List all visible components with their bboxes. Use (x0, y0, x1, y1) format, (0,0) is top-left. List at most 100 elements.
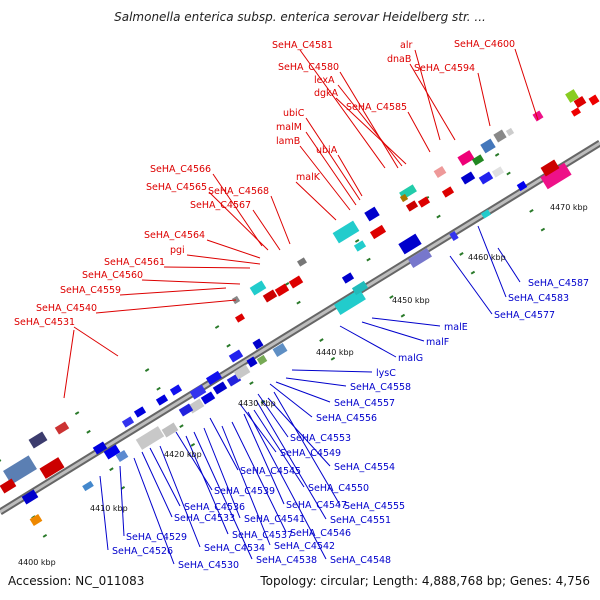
leader-line-reverse (477, 225, 507, 298)
gene-label-forward: SeHA_C4561 (104, 257, 165, 268)
leader-line-forward (63, 329, 75, 399)
gene-10 (115, 449, 129, 463)
gene-0 (3, 455, 37, 485)
gene-40 (369, 224, 387, 240)
gene-label-reverse: SeHA_C4555 (344, 501, 405, 512)
gene-23 (205, 370, 223, 386)
leader-line-reverse (149, 447, 181, 507)
tick-6-1-2 (470, 270, 476, 275)
gene-label-reverse: SeHA_C4541 (244, 514, 305, 525)
gene-label-forward: SeHA_C4566 (150, 164, 211, 175)
gene-31 (262, 289, 278, 303)
gene-18 (233, 364, 251, 380)
leader-line-forward (305, 131, 357, 206)
gene-41 (334, 289, 366, 315)
tick-0--1-2 (0, 459, 2, 463)
gene-3 (54, 421, 70, 435)
gene-65 (532, 110, 544, 122)
leader-line-reverse (141, 451, 173, 518)
gene-label-forward: SeHA_C4560 (82, 270, 143, 281)
leader-line-reverse (269, 383, 313, 418)
leader-line-forward (299, 49, 386, 169)
kbp-label: 4460 kbp (468, 253, 506, 262)
tick-3--1-2 (214, 325, 220, 329)
kbp-label: 4420 kbp (164, 450, 202, 459)
gene-label-forward: SeHA_C4585 (346, 102, 407, 113)
gene-label-forward: SeHA_C4567 (190, 200, 251, 211)
leader-line-reverse (239, 403, 277, 453)
tick-4--1-2 (284, 282, 290, 286)
gene-label-reverse: SeHA_C4549 (280, 448, 341, 459)
gene-label-forward: SeHA_C4594 (414, 63, 475, 74)
tick-5--1-1 (366, 257, 371, 262)
gene-68 (588, 94, 600, 106)
gene-label-forward: pgi (170, 245, 185, 256)
gene-label-reverse: SeHA_C4546 (290, 528, 351, 539)
tick-1--1-2 (74, 411, 80, 415)
leader-line-reverse (255, 399, 327, 520)
gene-30 (249, 280, 267, 296)
gene-25 (252, 338, 264, 350)
leader-line-forward (335, 97, 407, 165)
gene-61 (491, 166, 505, 178)
gene-label-reverse: SeHA_C4538 (256, 555, 317, 566)
tick-4-1-2 (330, 356, 336, 361)
label-leader-lines (63, 48, 539, 565)
leader-line-reverse (193, 431, 253, 560)
gene-label-forward: dgkA (314, 88, 339, 99)
gene-64 (540, 159, 560, 177)
tick-6-1-1 (459, 252, 464, 256)
gene-label-forward: SeHA_C4531 (14, 317, 75, 328)
leader-line-reverse (247, 411, 327, 560)
gene-14 (178, 403, 194, 417)
leader-line-reverse (361, 321, 425, 342)
gene-50 (441, 186, 455, 198)
gene-12 (161, 422, 179, 438)
gene-42 (351, 280, 369, 296)
leader-line-reverse (175, 431, 213, 491)
gene-label-forward: dnaB (387, 54, 411, 65)
gene-2 (28, 431, 48, 449)
tick-7-1-1 (529, 209, 534, 213)
gene-69 (571, 107, 581, 117)
gene-53 (471, 154, 485, 166)
gene-label-forward: SeHA_C4600 (454, 39, 515, 50)
gene-34 (297, 257, 307, 267)
map-title: Salmonella enterica subsp. enterica sero… (114, 10, 486, 24)
gene-label-reverse: SeHA_C4583 (508, 293, 569, 304)
topology-summary: Topology: circular; Length: 4,888,768 bp… (260, 574, 590, 588)
leader-line-reverse (371, 317, 441, 327)
leader-line-forward (409, 63, 456, 141)
tick-2-1-1 (179, 424, 184, 429)
leader-line-forward (163, 266, 251, 269)
gene-45 (408, 247, 432, 269)
gene-label-reverse: malF (426, 337, 449, 348)
kbp-label: 4450 kbp (392, 296, 430, 305)
accession-text: Accession: NC_011083 (8, 574, 145, 588)
leader-line-forward (95, 299, 237, 314)
leader-line-reverse (185, 435, 229, 535)
gene-label-reverse: SeHA_C4530 (178, 560, 239, 571)
gene-label-forward: ubiC (283, 108, 305, 119)
gene-4 (92, 441, 108, 455)
leader-line-reverse (133, 457, 175, 565)
leader-line-forward (270, 195, 291, 245)
leader-line-forward (299, 145, 351, 211)
gene-63 (540, 162, 572, 190)
gene-label-reverse: SeHA_C4536 (184, 502, 245, 513)
leader-line-reverse (221, 425, 271, 546)
tick-3--1-1 (226, 343, 231, 348)
gene-label-reverse: SeHA_C4526 (112, 546, 173, 557)
tick-1--1-1 (86, 429, 91, 434)
gene-label-forward: malM (276, 122, 302, 133)
gene-label-reverse: SeHA_C4577 (494, 310, 555, 321)
leader-line-forward (295, 181, 337, 221)
gene-48 (405, 200, 419, 212)
gene-label-reverse: SeHA_C4539 (214, 486, 275, 497)
leader-line-reverse (231, 421, 287, 533)
leader-line-forward (337, 154, 363, 197)
tick-2-1-2 (190, 442, 196, 447)
gene-27 (169, 384, 183, 396)
